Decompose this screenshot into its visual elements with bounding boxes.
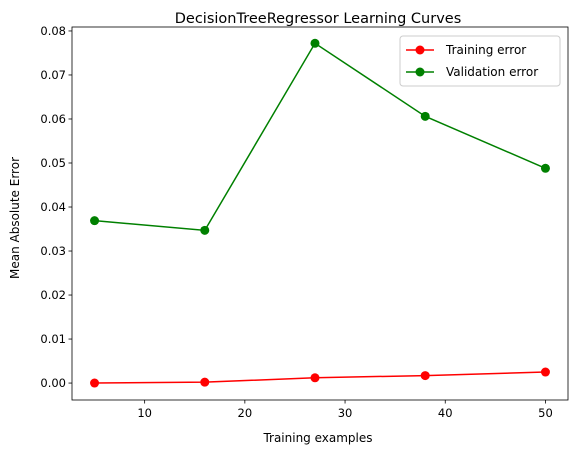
y-tick-label: 0.08 bbox=[40, 24, 66, 38]
y-tick-label: 0.04 bbox=[40, 200, 66, 214]
data-point bbox=[90, 216, 100, 226]
y-axis: 0.00 0.01 0.02 0.03 0.04 0.05 0.06 0.07 0.08 bbox=[40, 24, 72, 390]
x-tick-label: 40 bbox=[438, 406, 453, 420]
data-point bbox=[540, 163, 550, 173]
y-tick-label: 0.02 bbox=[40, 288, 66, 302]
data-point bbox=[90, 378, 100, 388]
y-tick-label: 0.05 bbox=[40, 156, 66, 170]
legend-entry: Validation error bbox=[446, 65, 538, 79]
data-point bbox=[420, 111, 430, 121]
y-tick-label: 0.01 bbox=[40, 332, 66, 346]
y-tick-label: 0.03 bbox=[40, 244, 66, 258]
legend-marker bbox=[415, 45, 425, 55]
data-point bbox=[540, 367, 550, 377]
series-layer bbox=[90, 38, 550, 388]
x-tick-label: 20 bbox=[238, 406, 253, 420]
y-tick-label: 0.07 bbox=[40, 68, 66, 82]
legend: Training error Validation error bbox=[399, 35, 561, 87]
data-point bbox=[310, 38, 320, 48]
data-point bbox=[200, 225, 210, 235]
data-point bbox=[420, 371, 430, 381]
plot-area bbox=[71, 26, 569, 401]
data-point bbox=[310, 373, 320, 383]
legend-entry: Training error bbox=[445, 43, 526, 57]
x-axis: 10 20 30 40 50 bbox=[137, 400, 553, 420]
legend-marker bbox=[415, 67, 425, 77]
x-axis-label: Training examples bbox=[262, 431, 372, 445]
y-axis-label: Mean Absolute Error bbox=[8, 157, 22, 279]
data-point bbox=[200, 377, 210, 387]
x-tick-label: 10 bbox=[137, 406, 152, 420]
x-tick-label: 50 bbox=[538, 406, 553, 420]
x-tick-label: 30 bbox=[338, 406, 353, 420]
y-tick-label: 0.06 bbox=[40, 112, 66, 126]
legend-box bbox=[399, 35, 561, 87]
y-tick-label: 0.00 bbox=[40, 376, 66, 390]
chart-title: DecisionTreeRegressor Learning Curves bbox=[175, 11, 462, 27]
